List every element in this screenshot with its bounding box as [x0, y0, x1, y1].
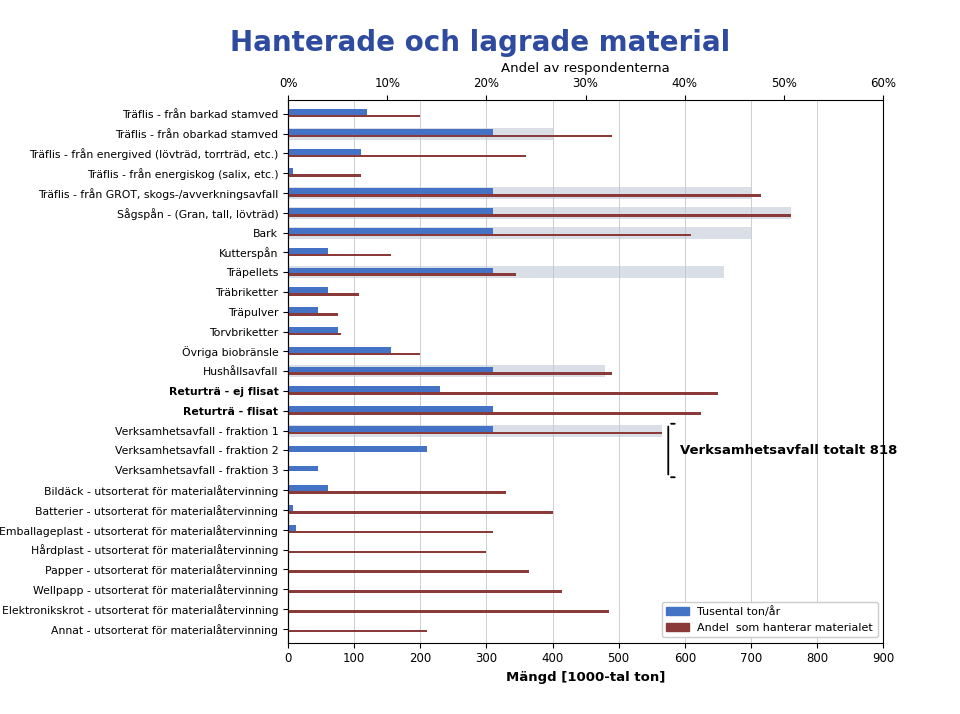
Bar	[288, 313, 338, 316]
Bar	[288, 531, 493, 533]
Bar	[288, 268, 493, 273]
Bar	[288, 214, 791, 216]
Bar	[288, 511, 553, 513]
Bar	[288, 327, 338, 333]
Bar	[288, 426, 493, 432]
Bar	[288, 187, 751, 199]
Bar	[288, 253, 391, 256]
Bar	[288, 207, 791, 218]
X-axis label: Andel av respondenterna: Andel av respondenterna	[501, 61, 670, 75]
Bar	[288, 266, 725, 278]
Bar	[288, 432, 661, 434]
Bar	[288, 174, 361, 177]
Bar	[288, 525, 296, 531]
Bar	[288, 293, 359, 296]
Bar	[288, 466, 318, 471]
Legend: Tusental ton/år, Andel  som hanterar materialet: Tusental ton/år, Andel som hanterar mate…	[661, 602, 877, 637]
Bar	[288, 135, 612, 137]
Bar	[288, 273, 516, 276]
Bar	[288, 392, 718, 395]
Bar	[288, 570, 529, 573]
Bar	[288, 248, 327, 253]
Bar	[288, 491, 506, 494]
Bar	[288, 412, 702, 415]
Bar	[288, 425, 661, 437]
Bar	[288, 208, 493, 214]
Bar	[288, 347, 391, 353]
Bar	[288, 169, 294, 174]
Bar	[288, 630, 427, 633]
Text: Verksamhetsavfall totalt 818: Verksamhetsavfall totalt 818	[681, 444, 898, 457]
Bar	[288, 109, 368, 115]
Bar	[288, 194, 761, 196]
Bar	[288, 406, 493, 412]
Bar	[288, 386, 440, 392]
Bar	[288, 115, 420, 118]
X-axis label: Mängd [1000-tal ton]: Mängd [1000-tal ton]	[506, 671, 665, 684]
Bar	[288, 550, 487, 553]
Bar	[288, 233, 691, 236]
Text: Hanterade och lagrade material: Hanterade och lagrade material	[229, 29, 731, 56]
Bar	[288, 227, 751, 238]
Bar	[288, 486, 327, 491]
Bar	[288, 129, 493, 135]
Bar	[288, 506, 294, 511]
Bar	[288, 128, 553, 139]
Bar	[288, 353, 420, 355]
Bar	[288, 149, 361, 155]
Bar	[288, 228, 493, 234]
Bar	[288, 287, 327, 293]
Bar	[288, 366, 606, 377]
Bar	[288, 366, 493, 373]
Bar	[288, 446, 427, 452]
Bar	[288, 188, 493, 194]
Bar	[288, 307, 318, 313]
Bar	[288, 610, 609, 613]
Bar	[288, 373, 612, 375]
Bar	[288, 154, 526, 157]
Bar	[288, 590, 563, 593]
Bar	[288, 333, 341, 336]
